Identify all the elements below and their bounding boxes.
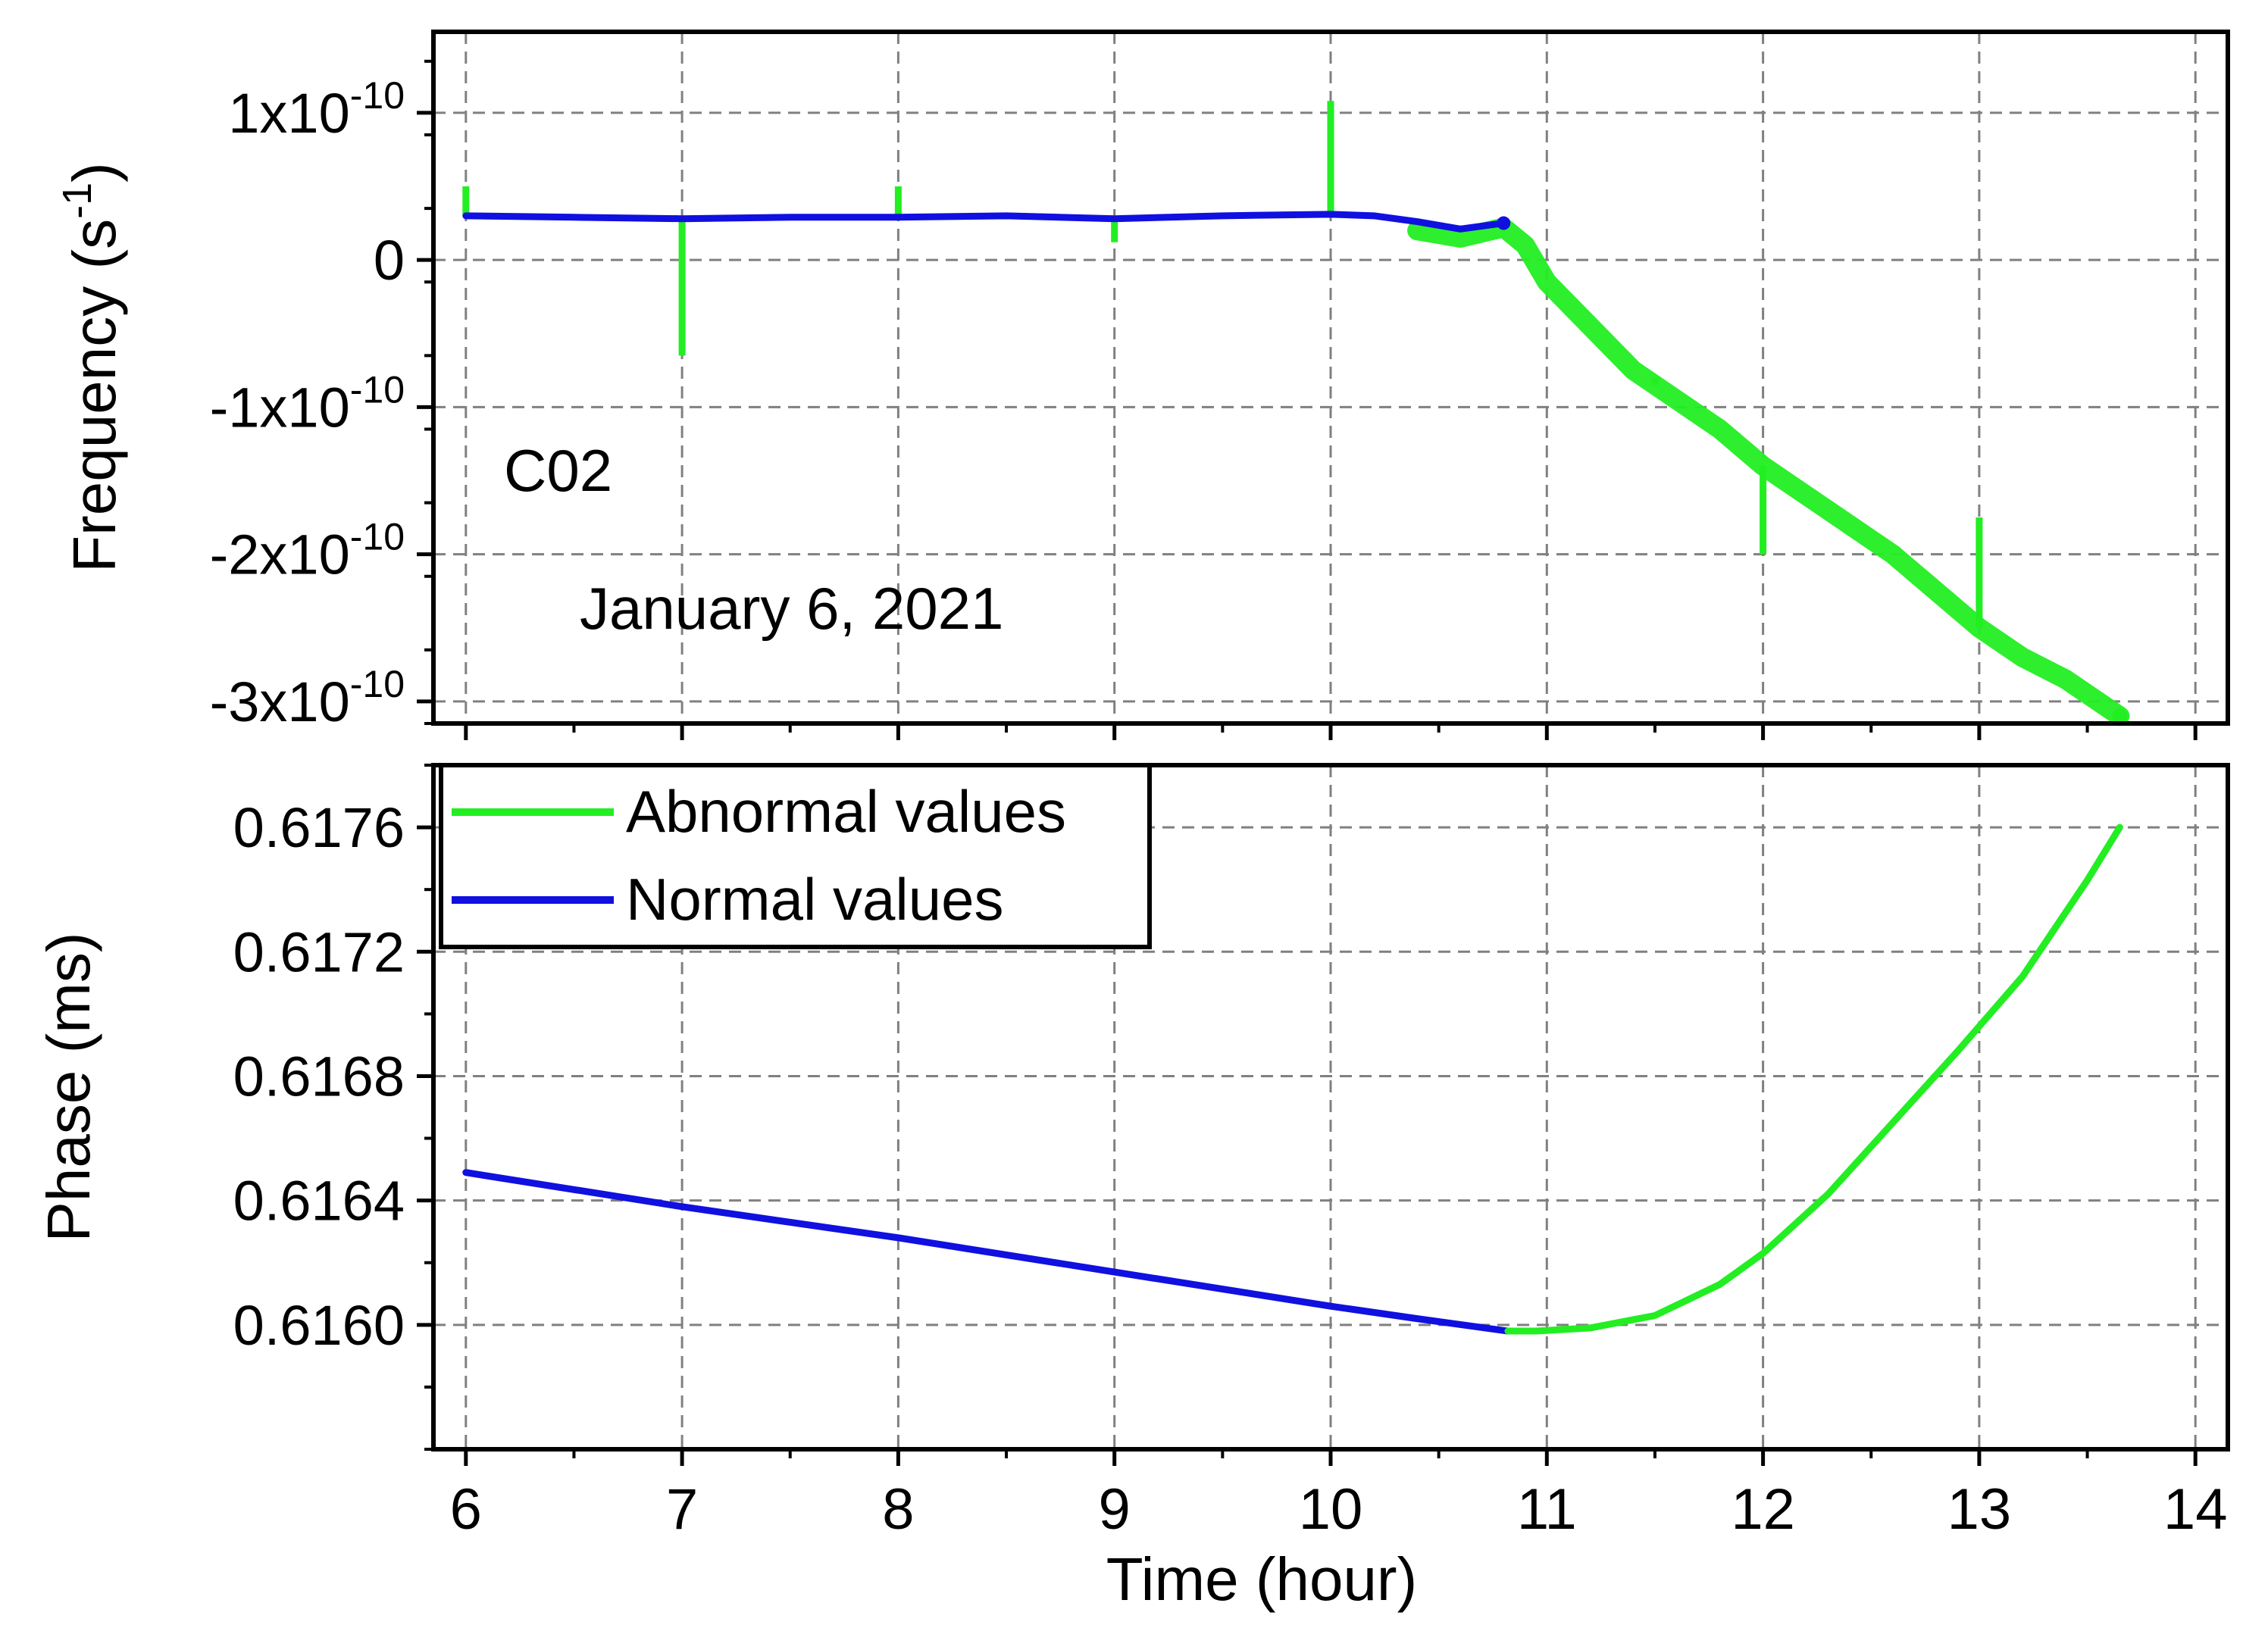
normal-frequency-endpoint — [1497, 216, 1511, 230]
frequency-y-tick-label: -3x10-10 — [210, 663, 405, 733]
x-tick-label: 10 — [1299, 1477, 1363, 1542]
frequency-y-tick-label: 0 — [374, 229, 405, 292]
x-tick-label: 11 — [1517, 1477, 1577, 1542]
x-tick-label: 9 — [1099, 1477, 1131, 1542]
x-tick-label: 13 — [1947, 1477, 2012, 1542]
abnormal-frequency-endpoint — [2112, 708, 2128, 724]
frequency-ticks: 1x10-10 0 -1x10-10 -2x10-10 -3x10-10 — [210, 59, 2198, 740]
normal-phase-line — [462, 1169, 1512, 1335]
phase-panel: 0.6160 0.6164 0.6168 0.6172 0.6176 Phase (ms… — [35, 763, 2230, 1466]
normal-frequency-line — [462, 211, 1507, 233]
legend-normal-label: Normal values — [626, 866, 1004, 933]
abnormal-phase-line — [1504, 823, 2123, 1335]
phase-y-tick-label: 0.6164 — [233, 1170, 405, 1233]
x-tick-label: 6 — [450, 1477, 482, 1542]
frequency-y-tick-label: -2x10-10 — [210, 516, 405, 586]
phase-series — [462, 823, 2123, 1335]
x-tick-label: 7 — [666, 1477, 698, 1542]
frequency-panel: 1x10-10 0 -1x10-10 -2x10-10 -3x10-10 C02 Jan… — [55, 30, 2230, 740]
frequency-y-tick-label: -1x10-10 — [210, 368, 405, 439]
frequency-grid — [433, 32, 2228, 723]
phase-grid — [433, 765, 2228, 1449]
frequency-y-axis-label: Frequency (s-1) — [55, 162, 128, 573]
x-tick-label: 12 — [1731, 1477, 1795, 1542]
x-axis-ticks: 6 7 8 9 10 11 12 13 14 — [450, 1477, 2228, 1542]
phase-y-tick-label: 0.6168 — [233, 1045, 405, 1108]
phase-y-tick-label: 0.6176 — [233, 796, 405, 859]
frequency-series — [462, 101, 2130, 727]
phase-y-axis-label: Phase (ms) — [35, 933, 102, 1242]
date-label: January 6, 2021 — [580, 575, 1003, 642]
abnormal-frequency-line — [1407, 217, 2130, 727]
x-tick-label: 8 — [882, 1477, 914, 1542]
x-axis-label: Time (hour) — [1106, 1545, 1417, 1613]
legend-box — [439, 763, 1152, 949]
station-label: C02 — [504, 437, 612, 504]
phase-y-tick-label: 0.6172 — [233, 920, 405, 983]
frequency-y-tick-label: 1x10-10 — [228, 74, 405, 145]
legend-abnormal-label: Abnormal values — [626, 778, 1066, 845]
phase-ticks: 0.6160 0.6164 0.6168 0.6172 0.6176 — [233, 764, 2198, 1466]
phase-y-tick-label: 0.6160 — [233, 1294, 405, 1357]
x-tick-label: 14 — [2163, 1477, 2228, 1542]
legend: Abnormal values Normal values — [439, 763, 1152, 949]
